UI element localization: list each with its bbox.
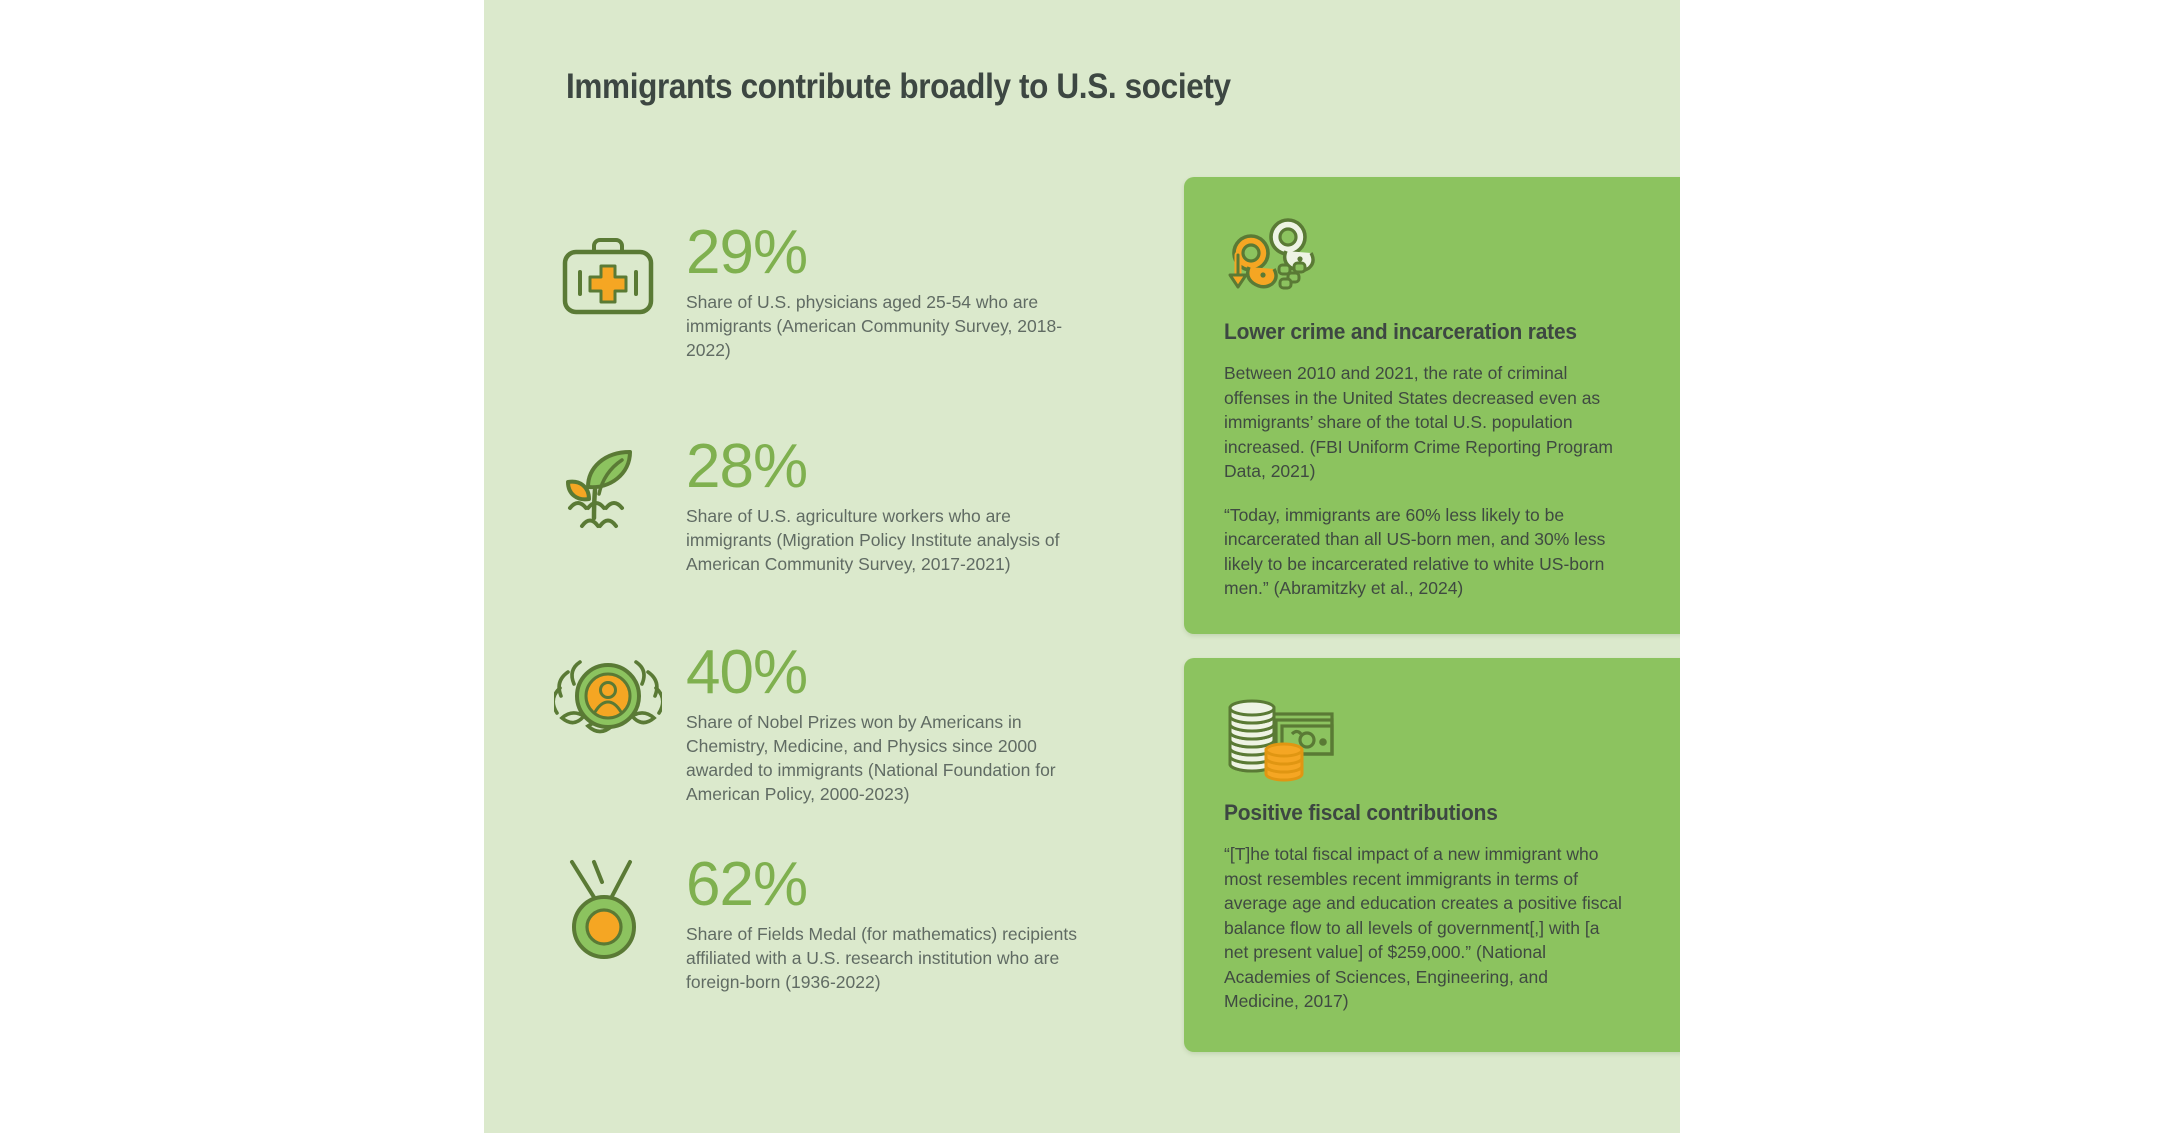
medical-bag-icon (554, 222, 662, 330)
infographic-panel: Immigrants contribute broadly to U.S. so… (484, 0, 1680, 1133)
page-title: Immigrants contribute broadly to U.S. so… (566, 67, 1231, 106)
card-paragraph: Between 2010 and 2021, the rate of crimi… (1224, 363, 1614, 481)
statistic-item: 28% Share of U.S. agriculture workers wh… (554, 436, 1174, 576)
card-paragraph: “Today, immigrants are 60% less likely t… (1224, 504, 1606, 599)
card-lower-crime: Lower crime and incarceration rates Betw… (1184, 177, 1680, 634)
statistic-item: 29% Share of U.S. physicians aged 25-54 … (554, 222, 1174, 362)
sprout-icon (554, 436, 662, 544)
card-positive-fiscal: Positive fiscal contributions “[T]he tot… (1184, 658, 1680, 1052)
statistics-list: 29% Share of U.S. physicians aged 25-54 … (554, 222, 1174, 994)
laurel-medal-icon (554, 642, 662, 750)
statistic-text: 40% Share of Nobel Prizes won by America… (662, 642, 1086, 806)
handcuffs-icon (1224, 215, 1680, 301)
statistic-description: Share of Nobel Prizes won by Americans i… (686, 712, 1056, 804)
card-paragraph: “[T]he total fiscal impact of a new immi… (1224, 844, 1622, 1011)
statistic-item: 40% Share of Nobel Prizes won by America… (554, 642, 1174, 806)
statistic-text: 29% Share of U.S. physicians aged 25-54 … (662, 222, 1086, 362)
statistic-value: 62% (686, 850, 808, 919)
card-heading: Positive fiscal contributions (1224, 800, 1498, 825)
statistic-text: 28% Share of U.S. agriculture workers wh… (662, 436, 1086, 576)
medal-icon (554, 854, 662, 962)
statistic-description: Share of Fields Medal (for mathematics) … (686, 924, 1077, 992)
coins-money-icon (1224, 696, 1680, 782)
card-heading: Lower crime and incarceration rates (1224, 319, 1577, 344)
statistic-text: 62% Share of Fields Medal (for mathemati… (662, 854, 1086, 994)
statistic-value: 40% (686, 638, 808, 707)
statistic-value: 28% (686, 432, 808, 501)
statistic-value: 29% (686, 218, 808, 287)
statistic-description: Share of U.S. physicians aged 25-54 who … (686, 292, 1063, 360)
statistic-item: 62% Share of Fields Medal (for mathemati… (554, 854, 1174, 994)
statistic-description: Share of U.S. agriculture workers who ar… (686, 506, 1060, 574)
